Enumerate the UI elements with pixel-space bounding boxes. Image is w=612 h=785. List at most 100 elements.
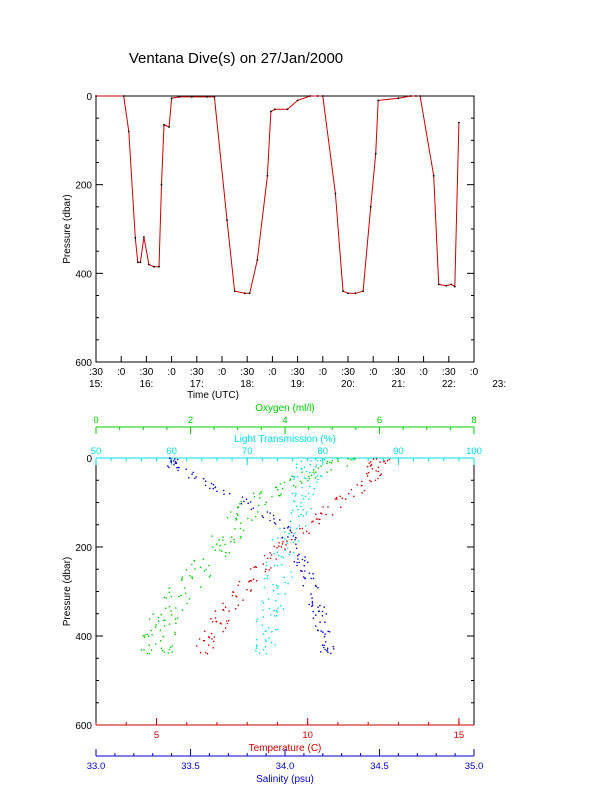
oxygen-point — [224, 555, 227, 558]
temperature-point — [264, 570, 267, 573]
x-tick-minute: :30 — [341, 367, 355, 378]
salinity-point — [287, 525, 290, 528]
depth-trace-point — [122, 95, 125, 97]
oxygen-point — [165, 607, 167, 609]
oxygen-point — [260, 490, 262, 493]
light-point — [288, 532, 291, 535]
temperature-point — [386, 459, 389, 462]
light-point — [300, 501, 302, 504]
oxygen-point — [281, 487, 284, 490]
oxygen-point — [240, 500, 242, 503]
salinity-point — [295, 537, 297, 539]
light-point — [262, 616, 265, 618]
light-point — [277, 585, 279, 588]
light-point — [315, 465, 317, 468]
salinity-point — [250, 508, 253, 511]
light-point — [291, 576, 294, 578]
salinity-point — [279, 519, 281, 521]
depth-trace-point — [432, 174, 435, 177]
depth-trace-point — [243, 292, 246, 295]
oxygen-point — [239, 522, 242, 525]
oxygen-point — [147, 635, 150, 638]
oxygen-point — [191, 563, 193, 566]
oxygen-point — [233, 538, 235, 541]
temperature-point — [249, 590, 252, 592]
oxygen-point — [163, 619, 165, 621]
light-point — [309, 471, 311, 474]
depth-trace-point — [362, 290, 364, 292]
salinity-point — [324, 621, 326, 623]
oxygen-point — [160, 613, 162, 616]
oxygen-point — [331, 459, 334, 462]
oxygen-point — [212, 546, 214, 548]
y-tick-label: 600 — [75, 358, 92, 369]
light-point — [293, 552, 295, 554]
x-tick-minute: :0 — [218, 367, 227, 378]
temperature-point — [370, 480, 372, 483]
salinity-point — [317, 610, 320, 613]
temperature-point — [253, 566, 255, 569]
temperature-point — [276, 547, 278, 549]
temperature-point — [301, 527, 304, 530]
oxygen-point — [142, 635, 145, 637]
oxygen-point — [199, 566, 202, 568]
salinity-point — [326, 650, 328, 652]
light-point — [289, 520, 292, 523]
temperature-point — [237, 604, 240, 607]
salinity-point — [177, 469, 179, 472]
oxygen-point — [159, 629, 162, 632]
light-axis-title: Light Transmission (%) — [234, 434, 336, 445]
temperature-point — [210, 632, 213, 635]
temperature-point — [202, 639, 205, 642]
light-tick-label: 70 — [242, 446, 253, 457]
x-tick-minute: :0 — [419, 367, 428, 378]
oxygen-point — [317, 467, 320, 469]
light-point — [290, 512, 293, 514]
oxygen-point — [230, 536, 233, 538]
light-point — [316, 475, 319, 477]
salinity-point — [223, 493, 225, 495]
oxygen-point — [170, 614, 173, 616]
light-point — [304, 477, 307, 480]
x-tick-minute: :0 — [470, 367, 479, 378]
salinity-point — [249, 501, 252, 503]
x-tick-hour: 23: — [492, 379, 506, 390]
depth-trace-point — [458, 121, 460, 124]
temperature-point — [302, 532, 305, 534]
x-tick-minute: :30 — [89, 367, 103, 378]
depth-trace-point — [248, 292, 251, 295]
light-point — [273, 615, 276, 617]
salinity-point — [311, 597, 313, 599]
oxygen-point — [224, 543, 226, 546]
x-tick-minute: :30 — [139, 367, 153, 378]
oxygen-point — [183, 587, 186, 589]
temperature-point — [250, 580, 253, 582]
x-tick-minute: :30 — [240, 367, 254, 378]
light-point — [255, 644, 258, 646]
oxygen-point — [346, 465, 349, 467]
oxygen-point — [186, 602, 188, 605]
temperature-point — [366, 465, 369, 468]
oxygen-point — [146, 633, 148, 636]
oxygen-tick-label: 0 — [93, 415, 98, 426]
light-point — [275, 610, 278, 612]
x-tick-minute: :0 — [167, 367, 176, 378]
salinity-point — [283, 527, 286, 530]
light-point — [261, 624, 264, 626]
temperature-point — [214, 610, 217, 612]
oxygen-point — [300, 482, 303, 484]
salinity-point — [304, 559, 306, 562]
oxygen-point — [203, 570, 206, 572]
temperature-point — [363, 489, 366, 492]
temperature-point — [350, 488, 353, 491]
salinity-point — [304, 570, 306, 572]
temperature-point — [278, 542, 280, 544]
depth-trace-point — [233, 290, 236, 292]
oxygen-point — [176, 617, 179, 619]
salinity-point — [317, 587, 319, 589]
oxygen-point — [161, 649, 164, 652]
x-tick-minute: :30 — [391, 367, 405, 378]
oxygen-point — [209, 574, 212, 577]
salinity-point — [321, 615, 324, 617]
light-point — [287, 582, 290, 585]
